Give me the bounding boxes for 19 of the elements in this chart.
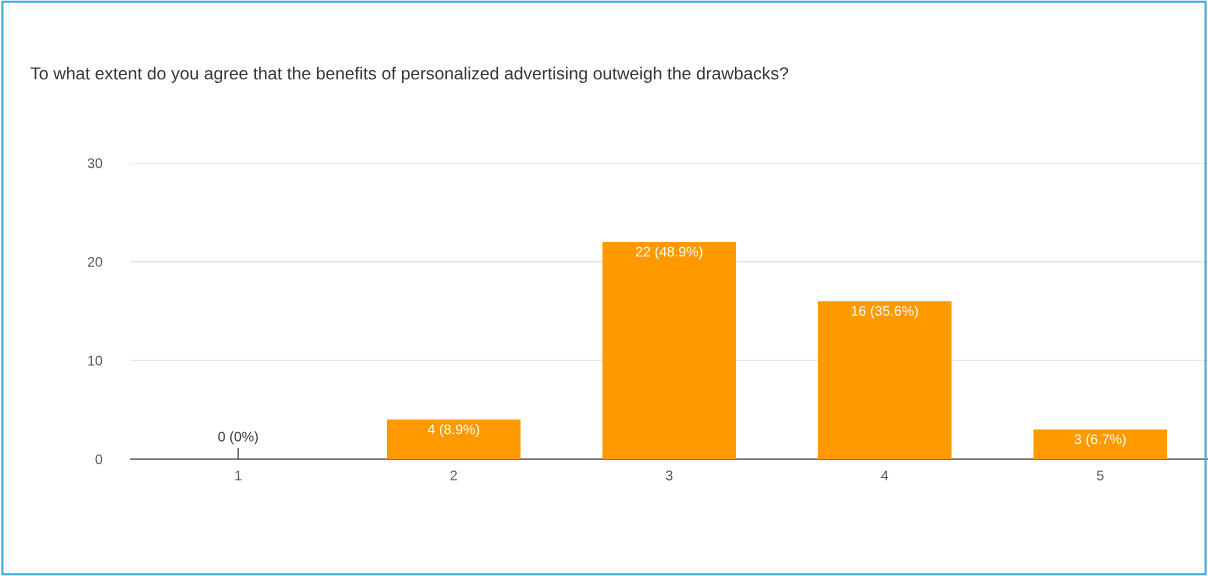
y-tick-label: 10 bbox=[88, 355, 103, 366]
y-tick-label: 20 bbox=[87, 257, 103, 267]
data-label: 22 (48.9%) bbox=[635, 246, 703, 260]
data-label: 3 (6.7%) bbox=[1074, 433, 1126, 447]
chart-title: To what extent do you agree that the benefits of personalized advertising outweigh the drawbacks? bbox=[30, 66, 789, 83]
x-tick-label: 3 bbox=[665, 470, 673, 481]
bar bbox=[1033, 429, 1168, 460]
x-tick-label: 2 bbox=[450, 470, 457, 481]
data-label: 4 (8.9%) bbox=[427, 424, 480, 437]
x-tick-label: 1 bbox=[235, 470, 242, 481]
bar bbox=[817, 301, 952, 460]
bar bbox=[386, 419, 521, 460]
bar bbox=[602, 241, 737, 460]
x-tick-label: 5 bbox=[1096, 470, 1104, 481]
x-tick-label: 4 bbox=[881, 470, 889, 481]
data-label: 16 (35.6%) bbox=[851, 305, 918, 319]
y-tick-label: 0 bbox=[95, 454, 103, 465]
data-label: 0 (0%) bbox=[218, 431, 258, 445]
y-tick-label: 30 bbox=[87, 158, 103, 169]
